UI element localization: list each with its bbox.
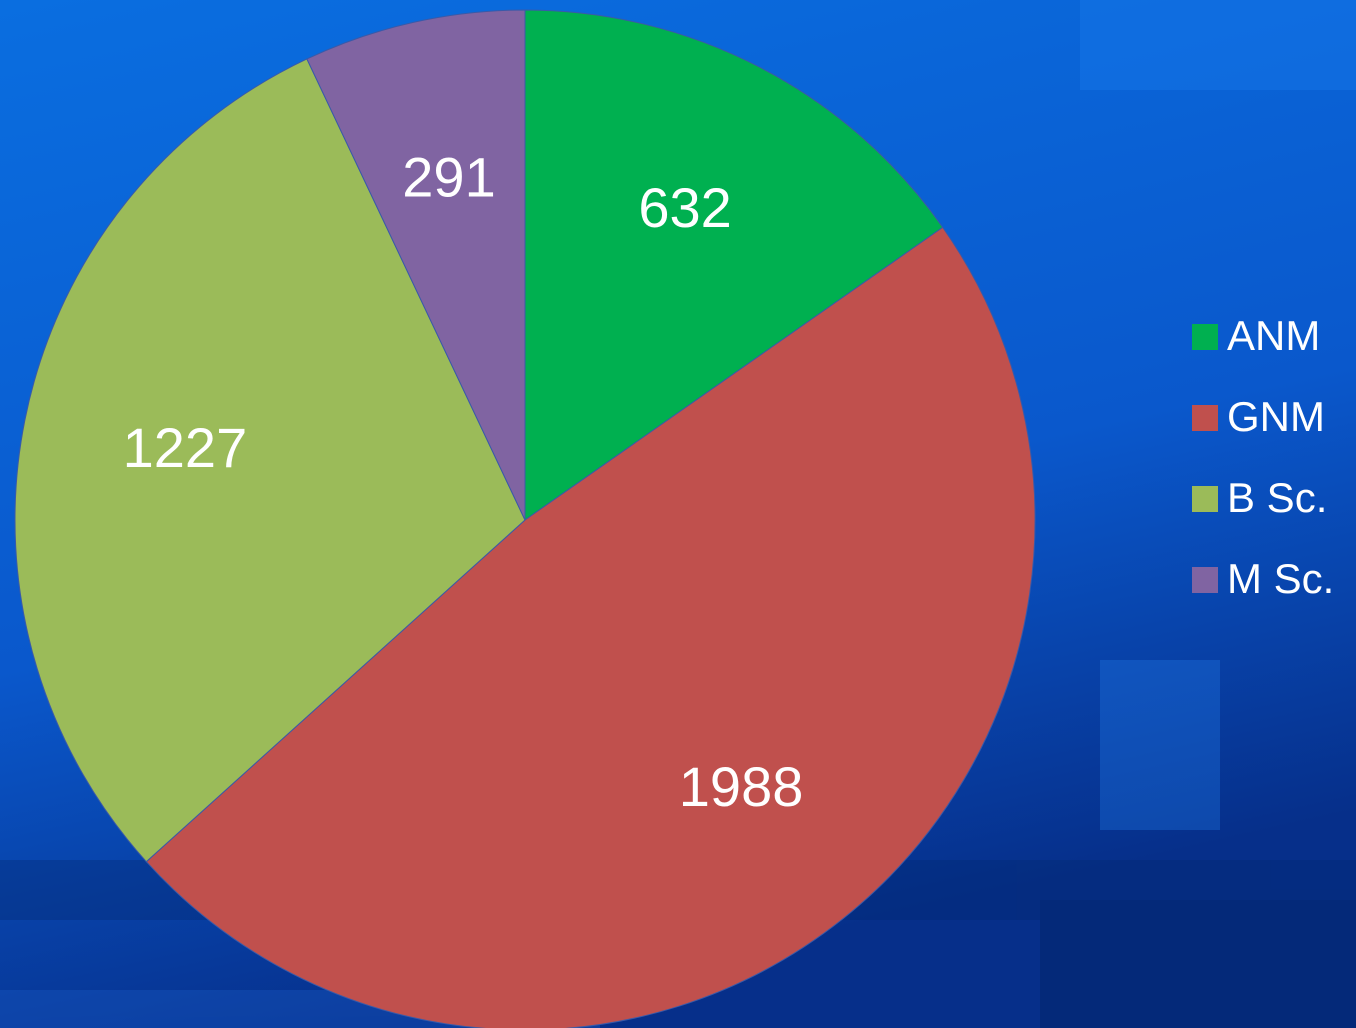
- pie: 632 1988 1227 291: [14, 9, 1036, 1028]
- legend-label: M Sc.: [1227, 555, 1334, 602]
- legend-swatch: [1192, 567, 1218, 593]
- slice-label: 1988: [679, 755, 804, 818]
- legend-swatch: [1192, 486, 1218, 512]
- legend-label: ANM: [1227, 312, 1320, 359]
- pie-slice: [306, 9, 526, 521]
- legend-swatch: [1192, 324, 1218, 350]
- slice-label: 291: [402, 145, 495, 208]
- pie-slice: [524, 9, 944, 521]
- legend-label: B Sc.: [1227, 474, 1327, 521]
- pie-slice: [145, 226, 1036, 1028]
- legend-swatch: [1192, 405, 1218, 431]
- legend: ANM GNM B Sc. M Sc.: [1192, 312, 1334, 602]
- slice-label: 632: [638, 176, 731, 239]
- pie-slice: [14, 58, 526, 863]
- legend-label: GNM: [1227, 393, 1325, 440]
- slice-label: 1227: [123, 416, 248, 479]
